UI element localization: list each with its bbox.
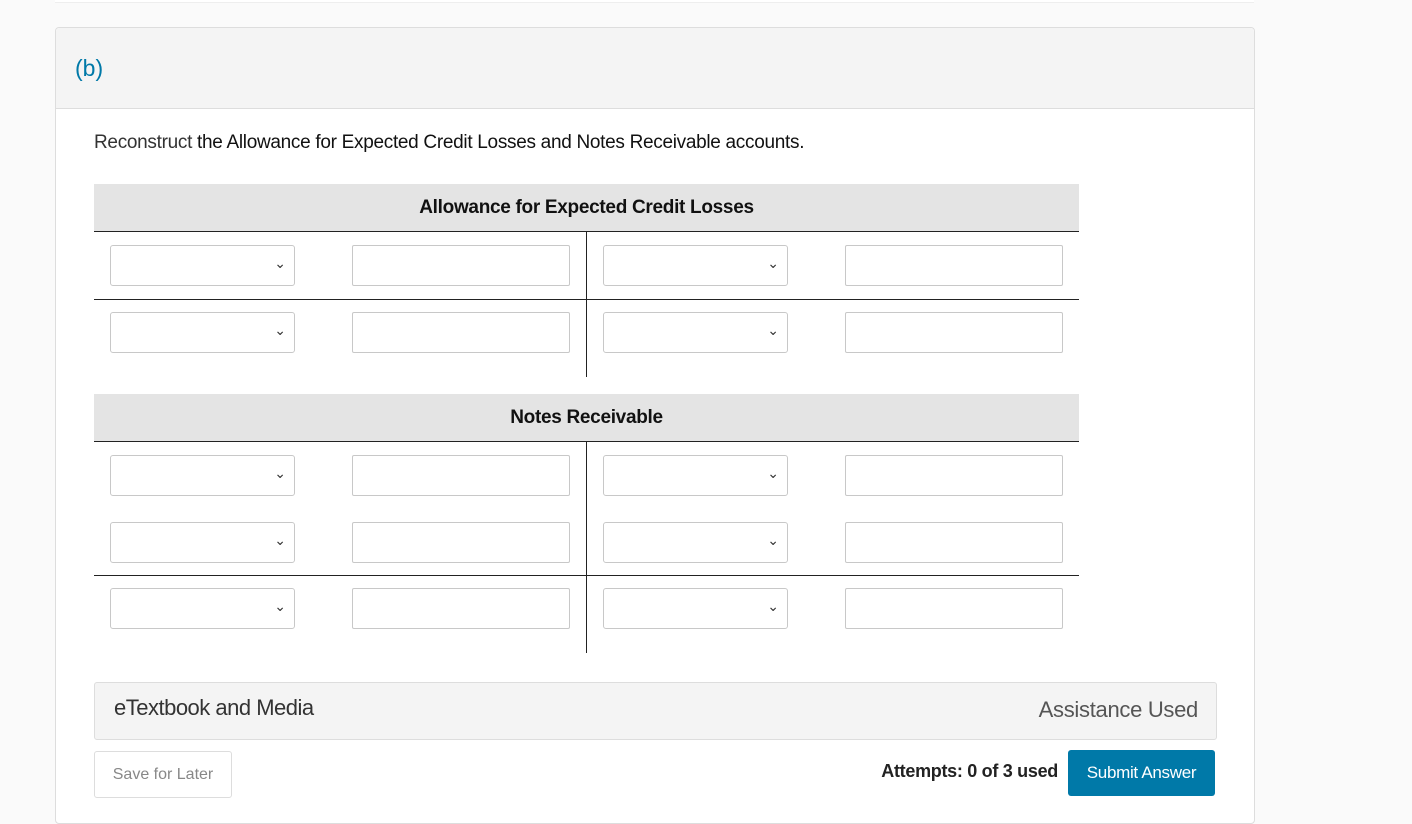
t-account-row: ⌄ ⌄ — [94, 455, 1079, 496]
debit-account-select[interactable]: ⌄ — [110, 312, 295, 353]
glossary-link[interactable]: Reconstruct — [94, 132, 193, 153]
debit-amount-input[interactable] — [352, 455, 570, 496]
t-account-row: ⌄ ⌄ — [94, 245, 1079, 286]
credit-account-select[interactable]: ⌄ — [603, 312, 788, 353]
part-header: (b) — [56, 28, 1254, 109]
chevron-down-icon: ⌄ — [274, 255, 286, 271]
chevron-down-icon: ⌄ — [767, 465, 779, 481]
credit-account-select[interactable]: ⌄ — [603, 522, 788, 563]
question-prompt: Reconstruct the Allowance for Expected C… — [94, 132, 804, 154]
credit-amount-input[interactable] — [845, 455, 1063, 496]
chevron-down-icon: ⌄ — [274, 465, 286, 481]
etextbook-media-label[interactable]: eTextbook and Media — [114, 695, 314, 720]
credit-amount-input[interactable] — [845, 245, 1063, 286]
credit-amount-input[interactable] — [845, 522, 1063, 563]
attempts-counter: Attempts: 0 of 3 used — [881, 761, 1058, 781]
debit-amount-input[interactable] — [352, 245, 570, 286]
save-for-later-button[interactable]: Save for Later — [94, 751, 232, 798]
chevron-down-icon: ⌄ — [767, 255, 779, 271]
credit-account-select[interactable]: ⌄ — [603, 455, 788, 496]
chevron-down-icon: ⌄ — [767, 322, 779, 338]
t-account-row: ⌄ ⌄ — [94, 522, 1079, 563]
chevron-down-icon: ⌄ — [274, 322, 286, 338]
t-account-title: Allowance for Expected Credit Losses — [94, 184, 1079, 232]
debit-amount-input[interactable] — [352, 588, 570, 629]
chevron-down-icon: ⌄ — [767, 532, 779, 548]
t-account-notes-receivable: Notes Receivable ⌄ ⌄ ⌄ ⌄ ⌄ ⌄ — [94, 394, 1079, 653]
question-part-card: (b) Reconstruct the Allowance for Expect… — [55, 27, 1255, 824]
credit-amount-input[interactable] — [845, 588, 1063, 629]
previous-card — [55, 0, 1254, 3]
chevron-down-icon: ⌄ — [274, 598, 286, 614]
t-account-center-line — [586, 232, 587, 377]
credit-account-select[interactable]: ⌄ — [603, 588, 788, 629]
chevron-down-icon: ⌄ — [767, 598, 779, 614]
chevron-down-icon: ⌄ — [274, 532, 286, 548]
t-account-title: Notes Receivable — [94, 394, 1079, 442]
assistance-used-label: Assistance Used — [1038, 697, 1199, 722]
prompt-text: the Allowance for Expected Credit Losses… — [192, 132, 805, 153]
t-account-balance-line — [94, 575, 1079, 576]
t-account-center-line — [586, 442, 587, 653]
t-account-balance-line — [94, 299, 1079, 300]
debit-account-select[interactable]: ⌄ — [110, 455, 295, 496]
debit-account-select[interactable]: ⌄ — [110, 245, 295, 286]
etextbook-media-panel[interactable]: eTextbook and Media Assistance Used — [94, 682, 1217, 740]
part-label: (b) — [75, 55, 104, 81]
t-account-allowance: Allowance for Expected Credit Losses ⌄ ⌄ ⌄… — [94, 184, 1079, 377]
t-account-row: ⌄ ⌄ — [94, 312, 1079, 353]
submit-answer-button[interactable]: Submit Answer — [1068, 750, 1215, 796]
credit-amount-input[interactable] — [845, 312, 1063, 353]
debit-amount-input[interactable] — [352, 522, 570, 563]
t-account-row: ⌄ ⌄ — [94, 588, 1079, 629]
debit-amount-input[interactable] — [352, 312, 570, 353]
debit-account-select[interactable]: ⌄ — [110, 588, 295, 629]
debit-account-select[interactable]: ⌄ — [110, 522, 295, 563]
credit-account-select[interactable]: ⌄ — [603, 245, 788, 286]
